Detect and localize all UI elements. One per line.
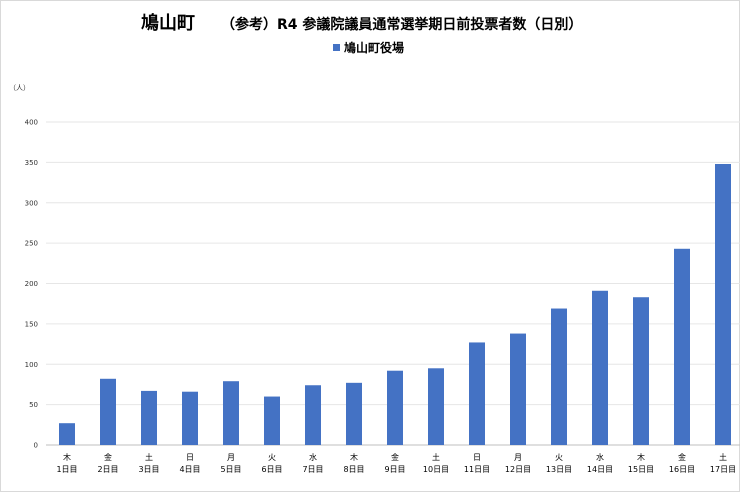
x-weekday-label: 火	[268, 453, 276, 462]
y-tick-label: 300	[25, 199, 38, 207]
x-day-label: 8日目	[343, 465, 364, 474]
x-day-label: 9日目	[384, 465, 405, 474]
x-weekday-label: 水	[309, 452, 317, 462]
bar	[674, 248, 690, 445]
x-weekday-label: 木	[637, 452, 645, 462]
x-day-label: 11日目	[464, 465, 490, 474]
x-weekday-label: 金	[391, 452, 399, 462]
legend: 鳩山町役場	[333, 40, 404, 55]
x-weekday-label: 金	[678, 452, 686, 462]
x-weekday-label: 土	[719, 452, 727, 462]
bars	[59, 163, 731, 446]
gridlines	[46, 121, 740, 446]
x-day-label: 15日目	[628, 465, 654, 474]
y-tick-label: 250	[25, 240, 38, 248]
y-axis-unit-label: （人）	[9, 84, 30, 92]
x-weekday-label: 金	[104, 452, 112, 462]
y-tick-label: 350	[25, 159, 38, 167]
x-day-label: 13日目	[546, 465, 572, 474]
x-weekday-label: 土	[145, 452, 153, 462]
chart-title-town: 鳩山町	[141, 12, 195, 34]
bar	[715, 163, 731, 446]
x-day-label: 5日目	[220, 465, 241, 474]
y-tick-label: 400	[25, 119, 38, 127]
x-day-label: 7日目	[302, 465, 323, 474]
y-tick-label: 0	[34, 442, 38, 450]
x-day-label: 16日目	[669, 465, 695, 474]
x-day-label: 2日目	[97, 465, 118, 474]
y-tick-label: 100	[25, 361, 38, 369]
x-weekday-label: 木	[350, 452, 358, 462]
legend-swatch	[333, 44, 340, 51]
bar	[469, 342, 485, 445]
bar	[551, 308, 567, 445]
bar	[182, 391, 198, 445]
legend-label: 鳩山町役場	[344, 40, 404, 55]
x-day-label: 4日目	[179, 465, 200, 474]
bar	[633, 297, 649, 445]
x-weekday-label: 水	[596, 452, 604, 462]
bar	[346, 382, 362, 445]
x-axis-labels: 木 1日目 金 2日目 土 3日目 日 4日目 月 5日目 火 6日目 水 7日目 木 8日目 金 9日目 土 10日…	[56, 452, 736, 474]
bar	[264, 396, 280, 445]
x-day-label: 10日目	[423, 465, 449, 474]
x-day-label: 6日目	[261, 465, 282, 474]
bar	[100, 378, 116, 445]
chart-title-main: （参考）R4 参議院議員通常選挙期日前投票者数（日別）	[221, 16, 582, 33]
x-day-label: 3日目	[138, 465, 159, 474]
y-tick-label: 200	[25, 280, 38, 288]
bar	[59, 423, 75, 445]
y-axis-ticks: 0 50 100 150 200 250 300 350 400	[25, 119, 38, 450]
bar	[141, 390, 157, 445]
bar	[305, 385, 321, 445]
x-weekday-label: 土	[432, 452, 440, 462]
bar	[223, 381, 239, 445]
y-tick-label: 50	[29, 401, 38, 409]
y-tick-label: 150	[25, 320, 38, 328]
x-weekday-label: 月	[227, 453, 235, 462]
x-day-label: 17日目	[710, 465, 736, 474]
x-weekday-label: 木	[63, 452, 71, 462]
bar	[387, 370, 403, 445]
x-day-label: 12日目	[505, 465, 531, 474]
x-day-label: 1日目	[56, 465, 77, 474]
bar	[428, 368, 444, 445]
x-weekday-label: 月	[514, 453, 522, 462]
bar	[592, 290, 608, 445]
x-weekday-label: 火	[555, 453, 563, 462]
x-weekday-label: 日	[186, 453, 194, 462]
bar	[510, 333, 526, 445]
x-day-label: 14日目	[587, 465, 613, 474]
x-weekday-label: 日	[473, 453, 481, 462]
